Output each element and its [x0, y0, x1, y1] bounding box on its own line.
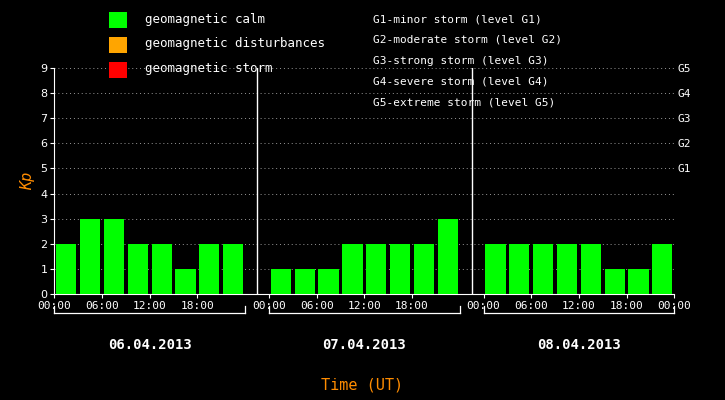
Bar [152, 244, 172, 294]
Bar [605, 269, 625, 294]
Bar [533, 244, 553, 294]
Text: 07.04.2013: 07.04.2013 [323, 338, 406, 352]
Text: geomagnetic calm: geomagnetic calm [145, 13, 265, 26]
Bar [104, 219, 124, 294]
Bar [629, 269, 649, 294]
Bar [223, 244, 244, 294]
Text: 08.04.2013: 08.04.2013 [537, 338, 621, 352]
Text: G1-minor storm (level G1): G1-minor storm (level G1) [373, 14, 542, 24]
Text: geomagnetic disturbances: geomagnetic disturbances [145, 38, 325, 50]
Bar [199, 244, 220, 294]
Bar [80, 219, 100, 294]
Bar [342, 244, 362, 294]
Bar [318, 269, 339, 294]
Bar [175, 269, 196, 294]
Bar [509, 244, 529, 294]
Bar [128, 244, 148, 294]
Bar [270, 269, 291, 294]
Text: Time (UT): Time (UT) [321, 377, 404, 392]
Bar [581, 244, 601, 294]
Bar [414, 244, 434, 294]
Bar [294, 269, 315, 294]
Text: geomagnetic storm: geomagnetic storm [145, 62, 273, 75]
Y-axis label: Kp: Kp [20, 172, 35, 190]
Bar [390, 244, 410, 294]
Text: G2-moderate storm (level G2): G2-moderate storm (level G2) [373, 35, 563, 45]
Text: G5-extreme storm (level G5): G5-extreme storm (level G5) [373, 97, 555, 107]
Text: G4-severe storm (level G4): G4-severe storm (level G4) [373, 76, 549, 86]
Bar [366, 244, 386, 294]
Bar [56, 244, 76, 294]
Bar [485, 244, 505, 294]
Bar [557, 244, 577, 294]
Text: G3-strong storm (level G3): G3-strong storm (level G3) [373, 56, 549, 66]
Text: 06.04.2013: 06.04.2013 [108, 338, 191, 352]
Bar [652, 244, 673, 294]
Bar [438, 219, 458, 294]
